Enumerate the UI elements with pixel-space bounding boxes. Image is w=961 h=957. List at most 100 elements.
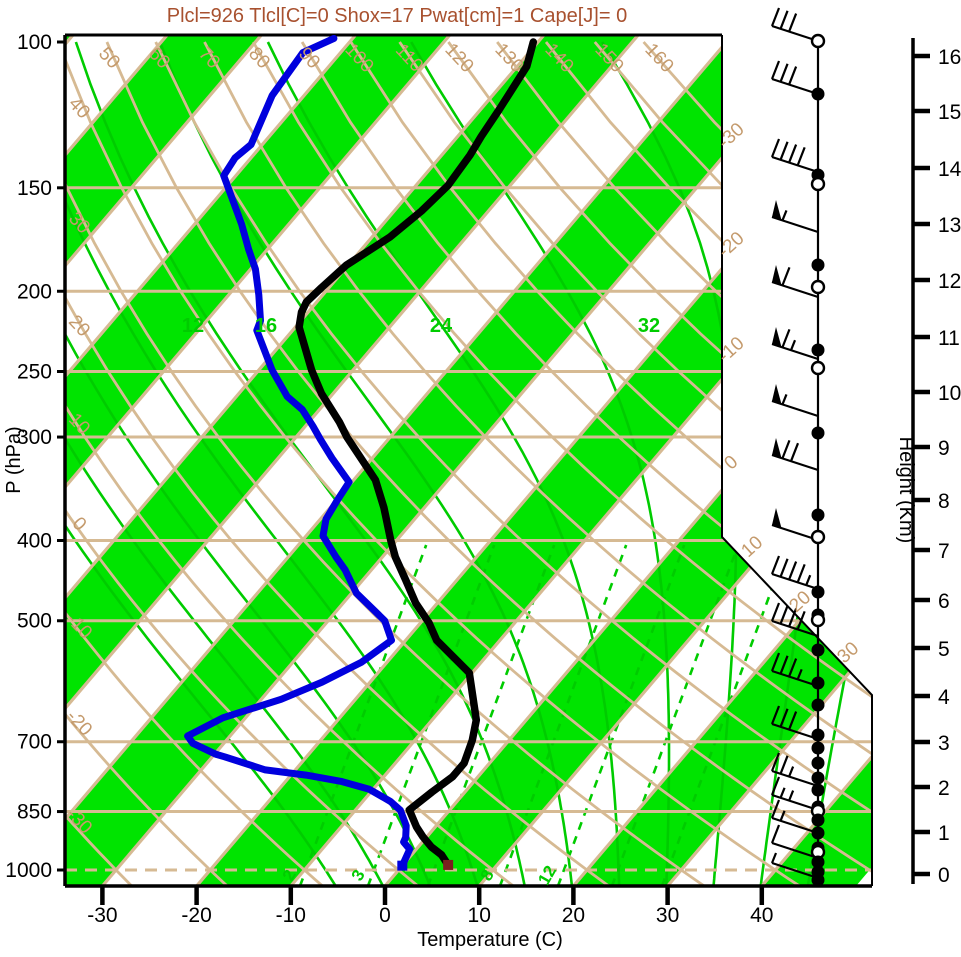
dewpoint-surface-marker [397,860,408,871]
mixing-ratio-line [660,544,790,886]
dry-adiabat [252,41,872,886]
wind-level-dot [811,783,825,797]
wind-barb [770,555,819,591]
mixing-ratio-line [366,544,496,886]
isotherm-label: 20 [785,587,815,617]
wind-barb-shaft [771,572,819,591]
wind-barb-shaft [771,816,819,835]
wind-barb-pennant [772,508,782,529]
wind-barb-full [796,146,806,166]
pressure-tick-label: 850 [17,801,52,824]
wind-barb-shaft [771,722,819,741]
height-tick-label: 6 [938,590,950,613]
height-tick-label: 8 [938,490,950,513]
wind-barb-full [788,608,798,627]
pressure-tick-label: 400 [17,530,52,553]
height-tick-label: 12 [938,270,961,293]
wind-barb-full [779,605,789,625]
wind-barb-shaft [771,24,819,43]
wind-barb-shaft [771,669,819,688]
wind-barb [770,776,819,812]
moist-adiabat [266,41,621,886]
wind-barb [770,7,819,43]
wind-barb-full [770,705,781,725]
wind-level-dot [811,508,825,522]
height-tick-label: 13 [938,214,961,237]
wind-barb-shaft [771,793,819,812]
wind-barb [770,752,819,788]
wind-barb-shaft [771,155,819,174]
pressure-tick-label: 300 [17,426,52,449]
moist-adiabat [65,41,338,886]
pressure-tick-label: 500 [17,610,52,633]
wind-barb [771,508,819,542]
wind-level-dot [811,343,825,357]
dry-adiabat [65,41,326,886]
height-tick-label: 14 [938,158,961,181]
green-band [65,35,827,886]
height-tick-label: 10 [938,382,961,405]
wind-barb-full [788,561,798,580]
wind-barb-shaft [771,769,819,788]
wind-barb-shaft [771,841,819,860]
wind-barb [771,265,819,299]
plot-frame [63,33,873,888]
wind-barb-half [788,766,795,777]
wind-barb-full [788,658,798,677]
dry-adiabat-label: 120 [441,39,478,77]
wind-level-dot [811,813,825,827]
mixing-ratio-line [498,544,628,886]
mixing-ratio-line [298,544,428,886]
wind-barb-full [770,752,781,772]
wind-level-dot [811,698,825,712]
wind-barb-full [788,144,798,163]
wind-barb-full [788,711,798,730]
height-tick-label: 15 [938,101,961,124]
height-tick-label: 3 [938,732,950,755]
moist-adiabat [65,41,480,886]
wind-barb-shaft [771,861,819,880]
isotherm [65,35,734,886]
pressure-tick-label: 150 [17,177,52,200]
moist-adiabat-label: 16 [255,315,277,337]
wind-level-dot [811,756,825,770]
wind-level-dot [811,771,825,785]
wind-barb [771,200,819,234]
wind-barb-pennant [772,384,782,405]
wind-barb-full [770,652,781,672]
isotherm [65,35,263,886]
wind-barb-full [779,10,789,30]
height-tick-label: 9 [938,437,950,460]
wind-level-dot [811,826,825,840]
isotherm [65,35,546,886]
temperature-tick-label: -30 [87,904,117,927]
wind-barb-half [788,790,795,801]
temperature-tick-label: 30 [656,904,679,927]
wind-level-dot [811,728,825,742]
temperature-curve [295,38,538,869]
height-tick-label: 16 [938,46,961,69]
height-tick-label: 5 [938,638,950,661]
height-tick-label: 1 [938,822,950,845]
height-tick-label: 4 [938,686,950,709]
dry-adiabat [65,41,517,886]
wind-level-dot [811,855,825,869]
isotherm-label: 0 [720,452,742,475]
wind-level-dot [811,258,825,272]
height-tick-label: 7 [938,540,950,563]
moist-adiabat-label: 24 [430,315,453,337]
isotherm [65,35,357,886]
wind-barb-full [770,60,781,80]
wind-barb-full [796,563,806,583]
wind-level-dot [811,426,825,440]
wind-barb-half [770,852,778,864]
wind-barb-full [796,610,806,630]
isotherm [101,35,828,886]
wind-barb-half [796,668,803,680]
wind-barb-pennant [772,200,782,221]
wind-barb-full [781,329,791,348]
wind-barb-half [805,574,812,586]
